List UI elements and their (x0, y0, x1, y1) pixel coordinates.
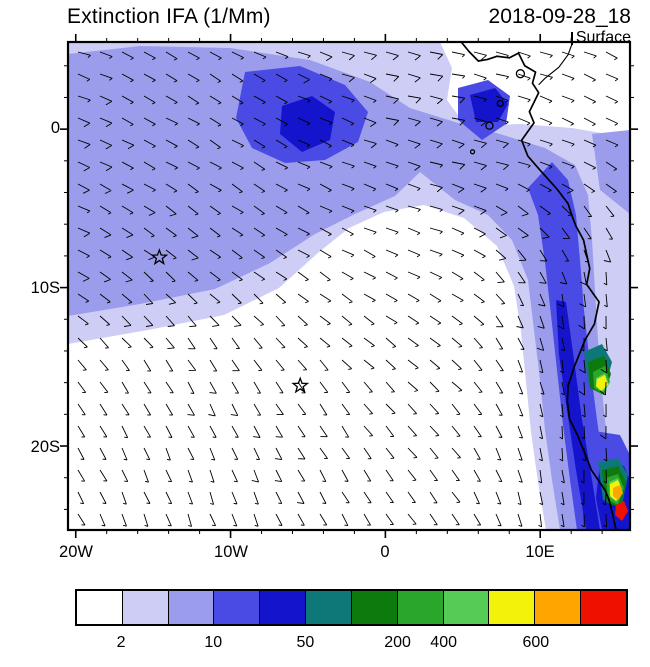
colorbar-labels: 2 10 50 200 400 600 (75, 634, 628, 654)
colorbar-cell (443, 591, 490, 624)
plot-title: Extinction IFA (1/Mm) (67, 5, 271, 28)
colorbar-cell (351, 591, 398, 624)
colorbar-label: 50 (296, 634, 315, 651)
colorbar-label: 400 (430, 634, 458, 651)
x-axis-label-10e: 10E (525, 543, 554, 561)
coastline-layer (460, 42, 617, 530)
subtitle-tick-icon (570, 31, 573, 45)
colorbar-label: 2 (116, 634, 126, 651)
x-axis-label-20w: 20W (59, 543, 93, 561)
colorbar-label: 200 (384, 634, 411, 651)
wind-barb-layer (77, 51, 619, 528)
colorbar-cell (214, 591, 261, 624)
colorbar-cell (535, 591, 582, 624)
x-axis-label-0: 0 (380, 543, 389, 561)
plot-datetime: 2018-09-28_18 (488, 5, 631, 28)
y-axis-label-20s: 20S (31, 438, 60, 456)
contour-fill-layer (68, 42, 630, 530)
colorbar-label: 10 (204, 634, 223, 651)
colorbar-cell (397, 591, 444, 624)
colorbar-cell (581, 591, 626, 624)
star-marker (291, 376, 310, 394)
map-plot: 0 10S 20S 20W 10W 0 10E (31, 34, 638, 561)
star-marker (150, 248, 169, 266)
station-marker-layer (150, 248, 310, 394)
colorbar-cell (168, 591, 215, 624)
y-axis-label-eq: 0 (51, 119, 60, 137)
colorbar-cell (122, 591, 169, 624)
colorbar-cell (489, 591, 536, 624)
colorbar (75, 589, 628, 626)
x-axis-label-10w: 10W (214, 543, 248, 561)
map-frame (66, 40, 632, 532)
colorbar-label: 600 (522, 634, 550, 651)
colorbar-cell (306, 591, 352, 624)
y-axis-label-10s: 10S (31, 279, 60, 297)
colorbar-cell (77, 591, 123, 624)
colorbar-cell (260, 591, 307, 624)
